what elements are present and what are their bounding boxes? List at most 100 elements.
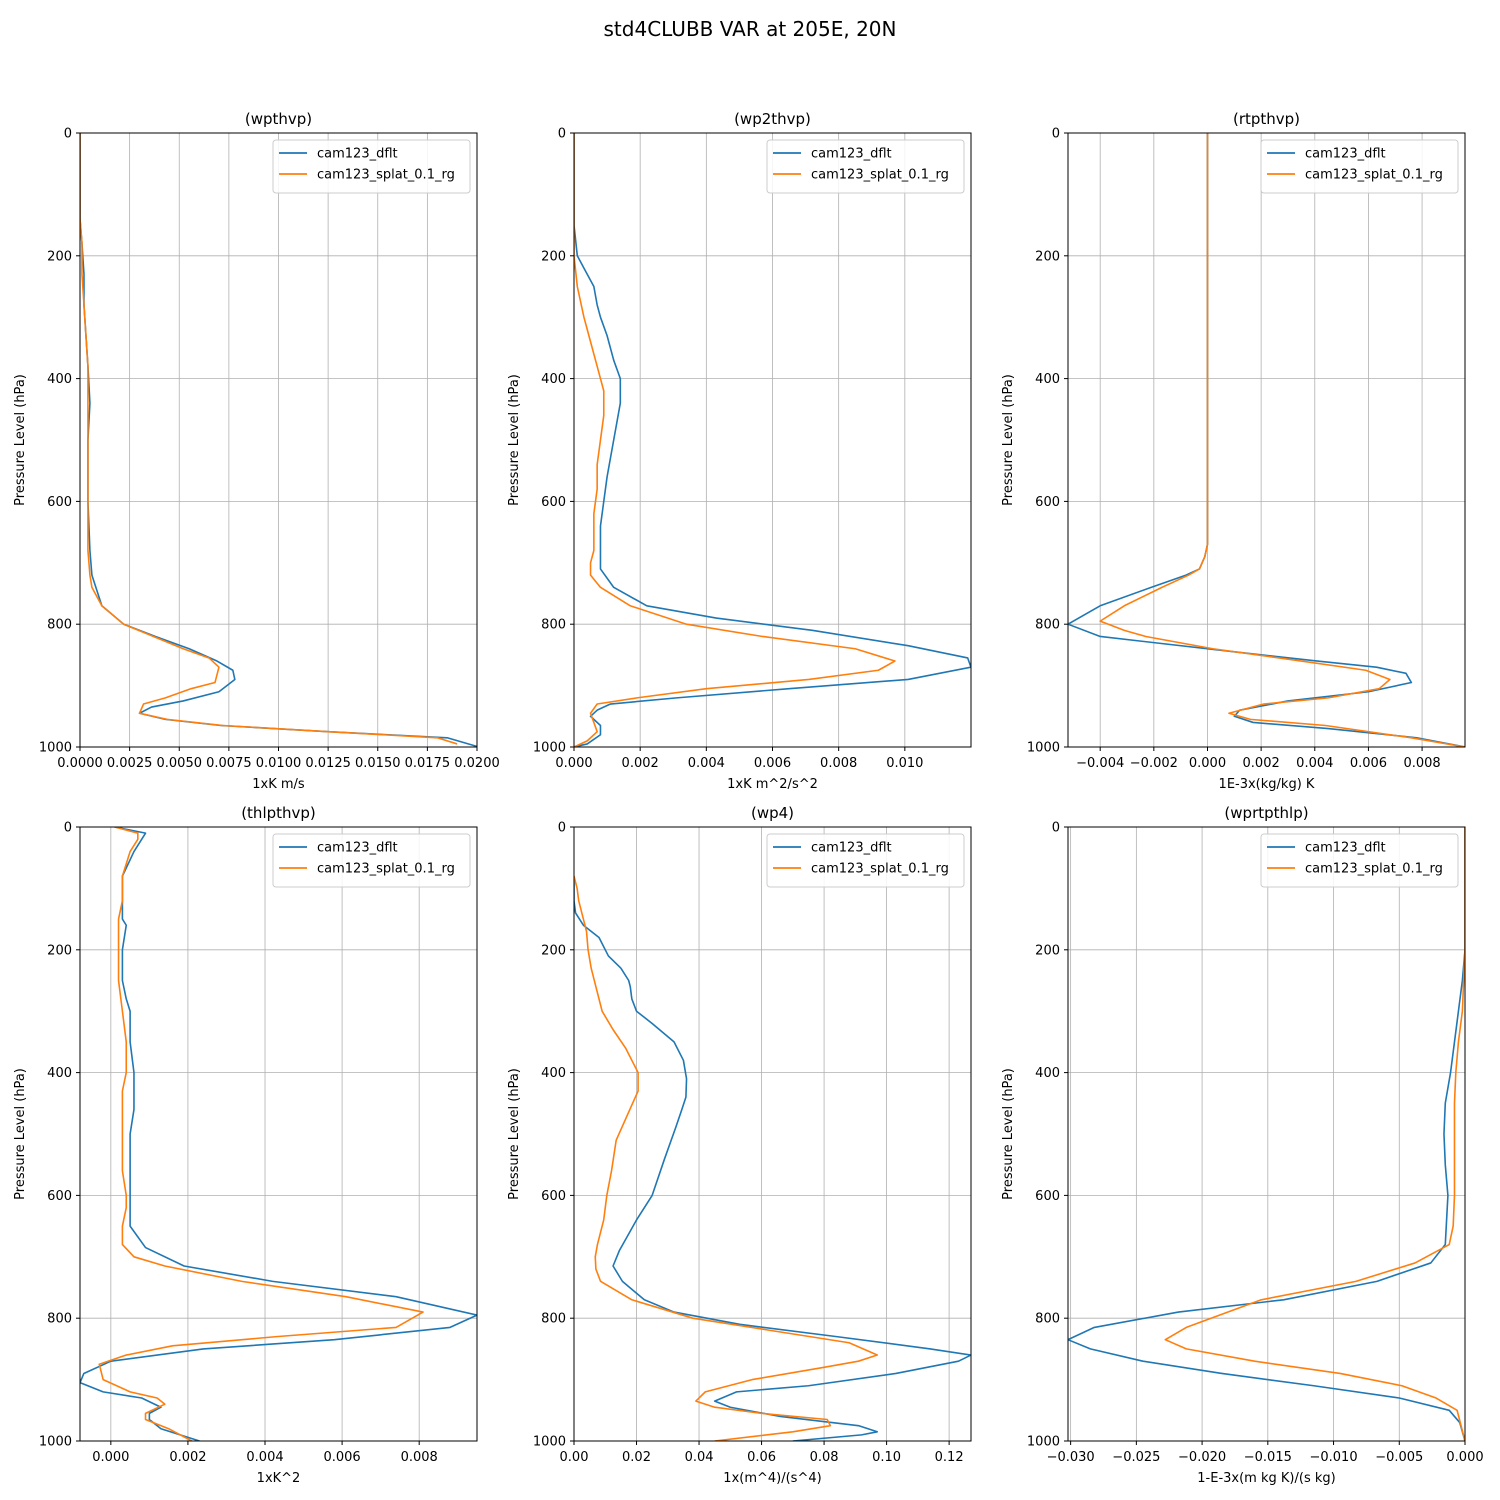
x-tick-label: 0.0175 (405, 756, 451, 771)
x-tick-label: 0.0200 (454, 756, 500, 771)
legend: cam123_dflt cam123_splat_0.1_rg (1260, 833, 1459, 888)
subplot-title: (wprtpthlp) (1224, 804, 1308, 822)
y-axis-label: Pressure Level (hPa) (1001, 374, 1016, 506)
x-tick-label: −0.025 (1112, 1450, 1160, 1465)
y-tick-label: 200 (541, 943, 566, 958)
y-tick-label: 0 (1052, 127, 1060, 142)
y-tick-label: 200 (47, 249, 72, 264)
x-tick-label: 0.002 (1243, 756, 1280, 771)
legend-box (766, 139, 965, 194)
x-tick-label: 0.0075 (206, 756, 252, 771)
x-tick-label: 0.04 (685, 1450, 714, 1465)
series-line-cam123_dflt (1068, 827, 1465, 1441)
subplot-title: (wp2thvp) (734, 110, 811, 128)
y-tick-label: 0 (64, 127, 72, 142)
x-tick-label: 0.08 (810, 1450, 839, 1465)
y-tick-label: 1000 (39, 741, 72, 756)
y-tick-label: 800 (1035, 618, 1060, 633)
x-tick-label: 0.02 (622, 1450, 651, 1465)
x-tick-label: 0.002 (169, 1450, 206, 1465)
legend-label: cam123_dflt (1305, 841, 1386, 856)
y-tick-label: 600 (1035, 1189, 1060, 1204)
subplot-title: (rtpthvp) (1233, 110, 1300, 128)
x-tick-label: 0.06 (747, 1450, 776, 1465)
legend-label: cam123_splat_0.1_rg (1305, 168, 1443, 183)
x-axis-label: 1xK^2 (257, 1471, 301, 1486)
y-tick-label: 800 (47, 618, 72, 633)
x-axis-label: 1xK m/s (252, 777, 305, 792)
legend-label: cam123_splat_0.1_rg (811, 862, 949, 877)
x-axis-label: 1x(m^4)/(s^4) (723, 1471, 821, 1486)
x-tick-label: 0.006 (323, 1450, 360, 1465)
x-tick-label: 0.006 (1350, 756, 1387, 771)
x-axis-label: 1-E-3x(m kg K)/(s kg) (1197, 1471, 1335, 1486)
series-line-cam123_dflt (80, 133, 477, 747)
y-tick-label: 0 (558, 821, 566, 836)
series-line-cam123_splat_0.1_rg (1164, 827, 1465, 1441)
x-tick-label: −0.005 (1375, 1450, 1423, 1465)
x-axis-label: 1E-3x(kg/kg) K (1219, 777, 1315, 792)
legend-label: cam123_dflt (317, 841, 398, 856)
x-tick-label: 0.000 (555, 756, 592, 771)
x-tick-label: 0.00 (560, 1450, 589, 1465)
x-tick-label: 0.000 (1446, 1450, 1483, 1465)
y-tick-label: 1000 (1027, 1435, 1060, 1450)
x-tick-label: 0.004 (246, 1450, 283, 1465)
x-tick-label: 0.000 (92, 1450, 129, 1465)
x-tick-label: 0.0025 (107, 756, 153, 771)
y-tick-label: 400 (1035, 1066, 1060, 1081)
legend: cam123_dflt cam123_splat_0.1_rg (766, 139, 965, 194)
series-line-cam123_splat_0.1_rg (574, 875, 879, 1441)
series-line-cam123_dflt (574, 882, 971, 1441)
y-tick-label: 600 (541, 495, 566, 510)
subplot-grid: 0.0000 0.0025 0.0050 0.0075 0.0100 0.0125 0.01… (13, 110, 1484, 1486)
series-line-cam123_splat_0.1_rg (1099, 133, 1465, 747)
legend-label: cam123_dflt (1305, 147, 1386, 162)
x-tick-label: −0.015 (1244, 1450, 1292, 1465)
legend-label: cam123_splat_0.1_rg (811, 168, 949, 183)
y-tick-label: 200 (1035, 943, 1060, 958)
y-tick-label: 600 (47, 1189, 72, 1204)
y-tick-label: 0 (558, 127, 566, 142)
series-line-cam123_splat_0.1_rg (574, 133, 896, 747)
legend-box (272, 139, 471, 194)
y-tick-label: 800 (1035, 1312, 1060, 1327)
y-tick-label: 0 (1052, 821, 1060, 836)
y-tick-label: 400 (1035, 372, 1060, 387)
x-tick-label: −0.002 (1130, 756, 1178, 771)
y-tick-label: 200 (1035, 249, 1060, 264)
x-tick-label: 0.004 (688, 756, 725, 771)
subplot-title: (wpthvp) (245, 110, 312, 128)
x-tick-label: −0.010 (1309, 1450, 1357, 1465)
x-tick-label: −0.004 (1076, 756, 1124, 771)
y-tick-label: 1000 (533, 1435, 566, 1450)
subplot-title: (thlpthvp) (241, 804, 316, 822)
subplot-wp2thvp: 0.000 0.002 0.004 0.006 0.008 0.010 0 200 400 600… (507, 110, 972, 792)
x-tick-label: 0.008 (401, 1450, 438, 1465)
x-tick-label: −0.030 (1047, 1450, 1095, 1465)
x-tick-label: 0.0050 (157, 756, 203, 771)
x-tick-label: 0.0000 (57, 756, 103, 771)
x-tick-label: 0.000 (1189, 756, 1226, 771)
y-tick-label: 400 (47, 1066, 72, 1081)
axes-frame (79, 826, 478, 1442)
series-line-cam123_splat_0.1_rg (80, 133, 458, 745)
legend-label: cam123_splat_0.1_rg (1305, 862, 1443, 877)
legend-label: cam123_dflt (811, 147, 892, 162)
x-tick-label: 0.10 (872, 1450, 901, 1465)
y-tick-label: 800 (541, 1312, 566, 1327)
y-tick-label: 800 (541, 618, 566, 633)
axes-frame (1067, 132, 1466, 748)
x-tick-label: −0.020 (1178, 1450, 1226, 1465)
figure-title: std4CLUBB VAR at 205E, 20N (604, 17, 897, 41)
legend-label: cam123_dflt (317, 147, 398, 162)
x-tick-label: 0.008 (820, 756, 857, 771)
legend-box (1260, 139, 1459, 194)
legend-box (1260, 833, 1459, 888)
x-tick-label: 0.006 (754, 756, 791, 771)
series-line-cam123_splat_0.1_rg (98, 827, 424, 1441)
series-line-cam123_dflt (80, 827, 477, 1441)
legend: cam123_dflt cam123_splat_0.1_rg (1260, 139, 1459, 194)
y-axis-label: Pressure Level (hPa) (13, 374, 28, 506)
